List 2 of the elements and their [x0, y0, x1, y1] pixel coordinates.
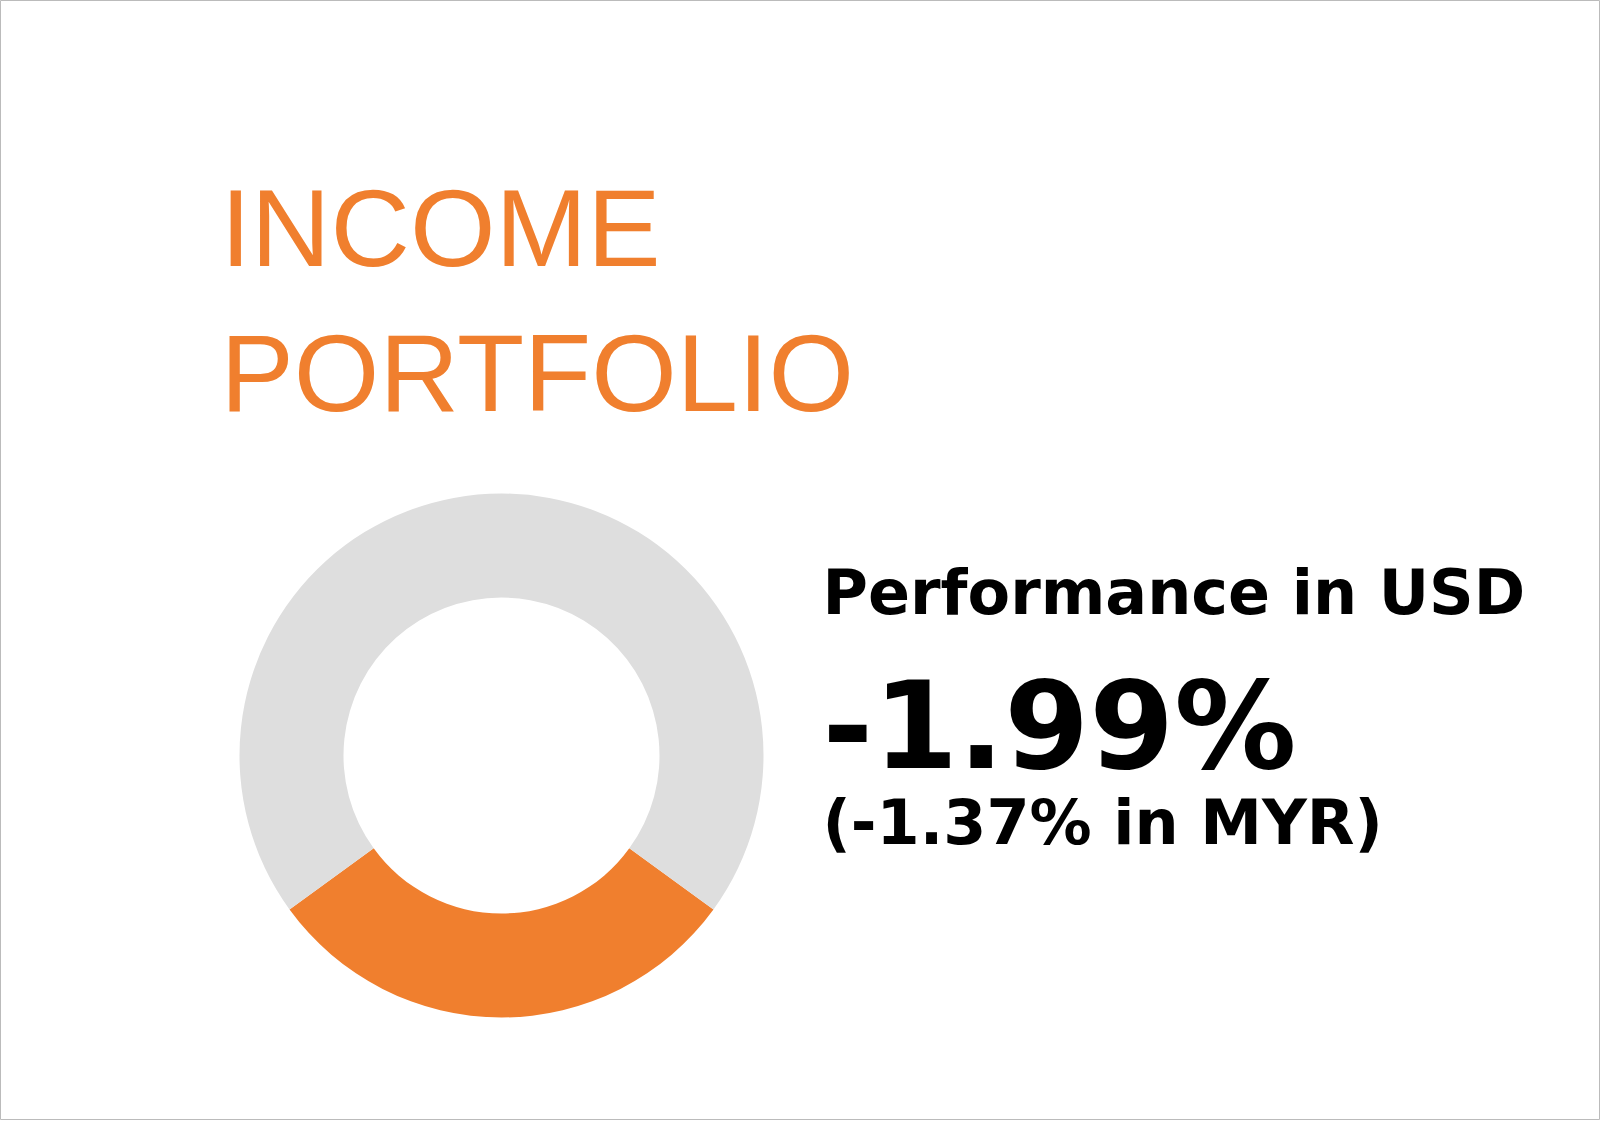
chart-title: INCOME PORTFOLIO: [220, 166, 855, 434]
text: Performance in USD: [822, 556, 1526, 629]
